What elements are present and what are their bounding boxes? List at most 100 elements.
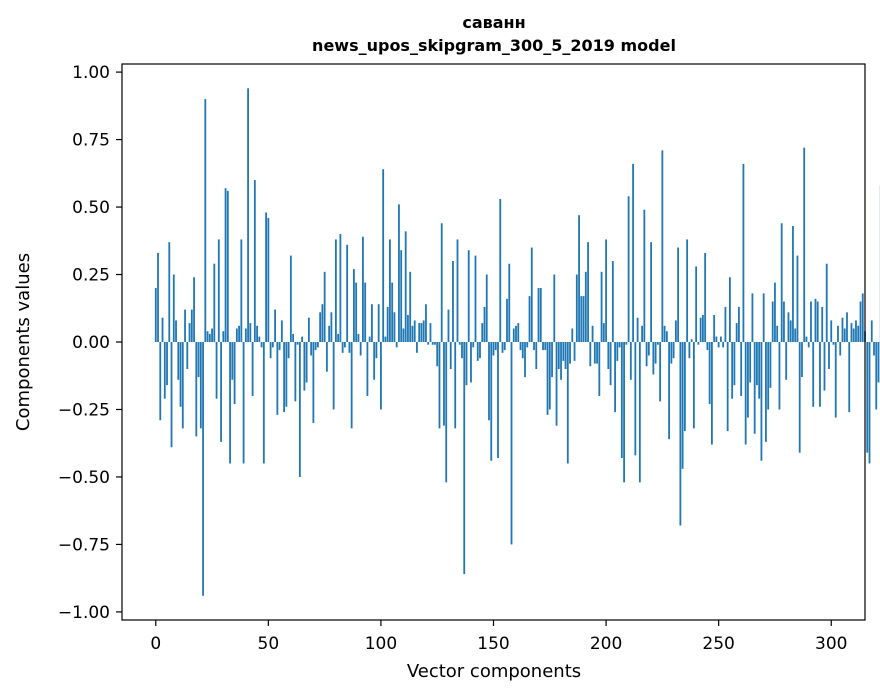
bar (652, 342, 655, 375)
bar (411, 325, 414, 342)
y-tick-label: −0.25 (58, 400, 110, 420)
bar (400, 250, 403, 342)
bar (517, 323, 520, 342)
bar (364, 282, 367, 342)
bar (546, 342, 549, 415)
bar (166, 342, 168, 386)
y-axis-ticks: −1.00 −0.75 −0.50 −0.25 0.00 0.25 0.50 0.75 1.00 (58, 63, 122, 623)
bar (801, 342, 803, 378)
bar (283, 342, 286, 413)
bar (395, 342, 398, 348)
bar (328, 325, 331, 342)
bar (224, 188, 227, 342)
bar (465, 342, 468, 386)
bar (402, 328, 405, 342)
bar (458, 342, 461, 345)
bar (298, 342, 301, 477)
bar (206, 331, 209, 342)
bar (366, 342, 369, 396)
bar (163, 342, 166, 399)
bar (494, 342, 497, 351)
bar (805, 336, 808, 342)
bar (353, 269, 355, 342)
bar (611, 261, 614, 342)
bar (357, 333, 360, 342)
bar (161, 317, 164, 342)
bar (278, 342, 281, 351)
bar (846, 312, 848, 342)
bar (672, 342, 675, 359)
bar (359, 342, 362, 356)
bar (375, 342, 378, 359)
x-tick-label: 100 (365, 634, 397, 654)
bar (262, 342, 265, 464)
bar (751, 293, 754, 342)
bar (204, 99, 207, 342)
bar (211, 328, 213, 342)
bar (843, 328, 846, 342)
bar (244, 328, 247, 342)
bar (497, 342, 499, 459)
y-tick-label: 0.25 (72, 266, 110, 286)
bar (285, 342, 288, 407)
bar (235, 328, 238, 342)
bar (663, 325, 666, 342)
bar (839, 342, 842, 356)
bar (533, 342, 535, 351)
bar (314, 342, 317, 351)
bar (292, 333, 295, 342)
bar (861, 293, 864, 342)
bar (677, 247, 680, 342)
bar (479, 342, 481, 359)
bar (240, 239, 243, 342)
bar (798, 342, 801, 453)
bar (175, 320, 177, 342)
x-tick-label: 250 (702, 634, 734, 654)
bar (249, 323, 252, 342)
bar (868, 342, 871, 464)
bar (548, 342, 551, 410)
bar (371, 304, 373, 342)
bar (269, 342, 272, 359)
bar (654, 342, 657, 364)
bar (787, 312, 790, 342)
bar (769, 342, 772, 388)
bar (368, 336, 371, 342)
bar (771, 301, 774, 342)
bar (706, 342, 709, 351)
bar (573, 342, 576, 361)
bar (571, 328, 574, 342)
bar (226, 190, 229, 342)
bar (380, 342, 382, 410)
bar (638, 342, 641, 483)
bar (580, 296, 583, 342)
bar (740, 342, 743, 396)
bar (814, 298, 817, 342)
bar (708, 342, 711, 405)
bar (391, 282, 394, 342)
bar (870, 320, 873, 342)
bar (749, 342, 752, 383)
bar (794, 328, 797, 342)
bar (618, 342, 621, 348)
bar (692, 342, 695, 429)
bar (760, 342, 763, 461)
bar (812, 342, 815, 407)
x-tick-label: 0 (150, 634, 161, 654)
bar (729, 277, 731, 342)
bar (825, 263, 828, 342)
bar (384, 336, 387, 342)
bar (258, 336, 261, 342)
bar (620, 342, 623, 459)
bar (542, 342, 544, 351)
bar (756, 342, 758, 386)
bar (447, 309, 450, 342)
bar (614, 342, 616, 413)
bar (431, 342, 434, 345)
bar (398, 204, 400, 342)
bar (834, 342, 837, 418)
bar (832, 342, 835, 345)
bar (217, 239, 220, 342)
bar (420, 323, 423, 342)
